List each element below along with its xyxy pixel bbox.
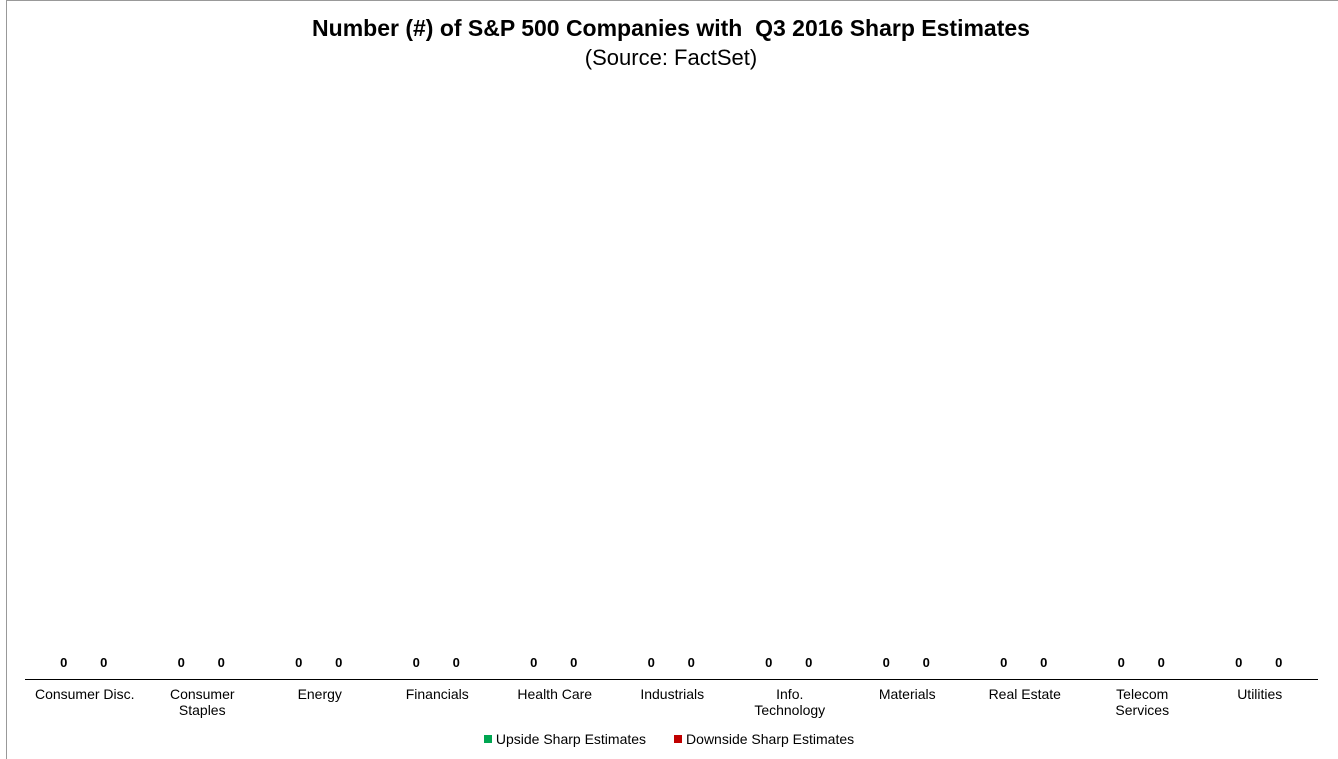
data-label: 0 [765, 655, 773, 670]
data-label: 0 [882, 655, 890, 670]
data-label: 0 [530, 655, 538, 670]
legend-label: Downside Sharp Estimates [686, 731, 855, 747]
data-label: 0 [295, 655, 303, 670]
data-label: 0 [805, 655, 813, 670]
data-label: 0 [1235, 655, 1243, 670]
legend-item: Upside Sharp Estimates [483, 731, 647, 747]
x-tick-label: Consumer Disc. [34, 686, 135, 702]
x-tick-label: Energy [297, 686, 342, 702]
border [6, 0, 7, 759]
legend-swatch [483, 735, 492, 743]
x-axis [25, 679, 1318, 680]
data-label: 0 [922, 655, 930, 670]
legend: Upside Sharp Estimates Downside Sharp Est… [0, 731, 1338, 747]
legend-swatch [674, 735, 683, 743]
x-tick-label: Real Estate [988, 686, 1061, 702]
data-label: 0 [177, 655, 185, 670]
data-label: 0 [412, 655, 420, 670]
legend-item: Downside Sharp Estimates [674, 731, 854, 747]
data-label: 0 [1117, 655, 1125, 670]
x-tick-label: Financials [405, 686, 469, 702]
x-tick-label: Health Care [517, 686, 593, 702]
x-tick-label: Info. Technology [754, 686, 826, 718]
border [6, 0, 1338, 1]
data-label: 0 [647, 655, 655, 670]
x-tick-label: Materials [878, 686, 936, 702]
x-tick-label: Telecom Services [1115, 686, 1170, 718]
data-label: 0 [1000, 655, 1008, 670]
chart-title: Number (#) of S&P 500 Companies with Q3 … [312, 15, 1030, 41]
x-tick-label: Industrials [640, 686, 705, 702]
data-label: 0 [217, 655, 225, 670]
legend-label: Upside Sharp Estimates [495, 731, 647, 747]
data-label: 0 [452, 655, 460, 670]
data-label: 0 [1275, 655, 1283, 670]
data-label: 0 [1157, 655, 1165, 670]
data-label: 0 [60, 655, 68, 670]
data-label: 0 [1040, 655, 1048, 670]
x-tick-label: Consumer Staples [169, 686, 235, 718]
x-tick-label: Utilities [1237, 686, 1283, 702]
data-label: 0 [570, 655, 578, 670]
data-label: 0 [100, 655, 108, 670]
chart-subtitle: (Source: FactSet) [584, 45, 758, 70]
data-label: 0 [687, 655, 695, 670]
data-label: 0 [335, 655, 343, 670]
